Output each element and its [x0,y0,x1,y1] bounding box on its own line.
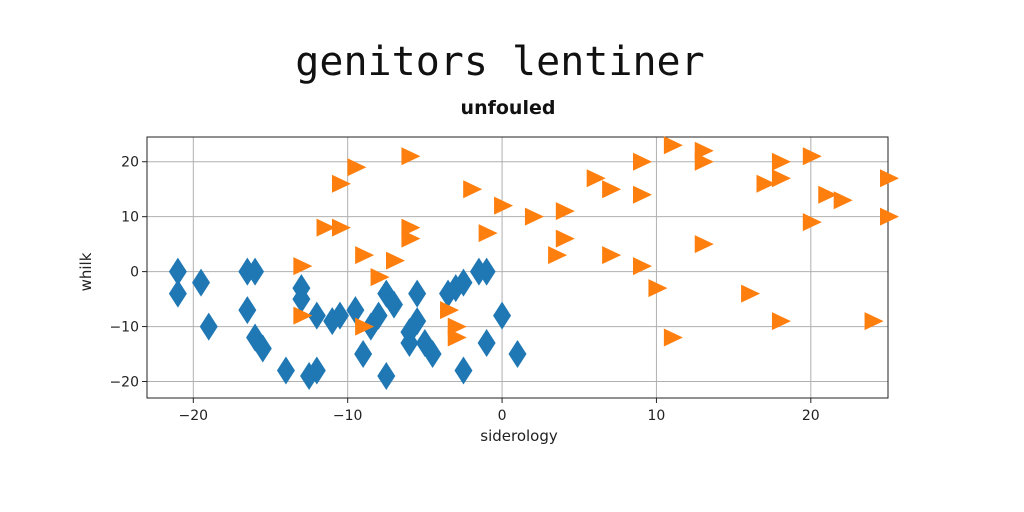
x-tick-label: 10 [648,408,666,424]
point-diamond [192,268,211,297]
point-diamond [292,285,311,314]
y-tick-label: 0 [130,265,139,281]
point-triangle [818,185,838,204]
x-tick-label: 0 [498,408,507,424]
point-diamond [508,340,527,369]
point-triangle [316,218,336,237]
point-triangle [555,202,575,221]
point-triangle [602,246,622,265]
point-triangle [586,169,606,188]
y-tick-label: −20 [109,375,139,391]
x-tick-label: −20 [179,408,209,424]
plot-area [146,136,889,399]
point-triangle [633,257,652,276]
point-triangle [663,328,683,347]
point-triangle [833,191,853,210]
point-diamond [454,356,473,385]
point-triangle [771,152,791,171]
point-triangle [331,218,351,237]
point-triangle [880,207,899,226]
point-triangle [802,213,822,232]
point-diamond [423,340,442,369]
point-triangle [633,185,652,204]
point-triangle [386,251,405,270]
x-axis-ticks: −20 −10 0 10 20 [179,398,820,424]
chart-title: genitors lentiner [295,39,704,85]
point-triangle [694,235,714,254]
point-triangle [447,328,467,347]
point-triangle [741,284,761,303]
point-triangle [293,306,313,325]
point-triangle [355,246,375,265]
point-triangle [756,174,776,193]
point-triangle [771,312,791,331]
point-diamond [385,290,403,319]
point-triangle [880,169,899,188]
point-diamond [369,301,388,330]
point-diamond [354,340,373,369]
chart-subtitle: unfouled [461,97,556,119]
point-triangle [555,229,575,248]
point-diamond [477,257,496,286]
y-axis-label: whilk [77,252,95,291]
point-diamond [346,296,365,325]
point-triangle [478,224,498,243]
point-triangle [802,147,822,166]
point-triangle [293,257,313,276]
x-tick-label: −10 [333,408,363,424]
point-diamond [276,356,295,385]
point-diamond [330,301,349,330]
point-triangle [370,268,390,287]
point-triangle [771,169,791,188]
y-tick-label: 20 [121,155,139,171]
point-triangle [524,207,544,226]
point-diamond [168,257,187,286]
point-triangle [648,279,668,298]
point-diamond [246,257,265,286]
point-triangle [548,246,568,265]
point-diamond [408,307,427,336]
point-triangle [401,147,421,166]
data-points [168,136,899,391]
point-diamond [377,362,396,391]
point-triangle [355,317,375,336]
point-diamond [238,296,257,325]
point-triangle [864,312,884,331]
point-diamond [493,301,512,330]
point-diamond [307,301,326,330]
point-triangle [440,301,460,320]
x-axis-label: siderology [480,427,558,445]
point-triangle [633,152,652,171]
point-triangle [602,180,622,199]
point-triangle [401,229,421,248]
point-triangle [463,180,483,199]
point-diamond [307,356,326,385]
point-diamond [408,279,427,308]
x-tick-label: 20 [802,408,820,424]
y-tick-label: 10 [121,210,139,226]
point-diamond [454,268,473,297]
y-axis-ticks: −20 −10 0 10 20 [109,155,147,391]
point-triangle [494,196,514,215]
point-triangle [347,158,367,177]
point-triangle [663,136,683,155]
point-triangle [694,152,714,171]
point-diamond [477,329,496,358]
y-tick-label: −10 [109,320,139,336]
point-triangle [331,174,351,193]
grid-lines [147,137,888,398]
point-diamond [199,312,218,341]
point-diamond [253,334,272,363]
point-diamond [168,279,187,308]
